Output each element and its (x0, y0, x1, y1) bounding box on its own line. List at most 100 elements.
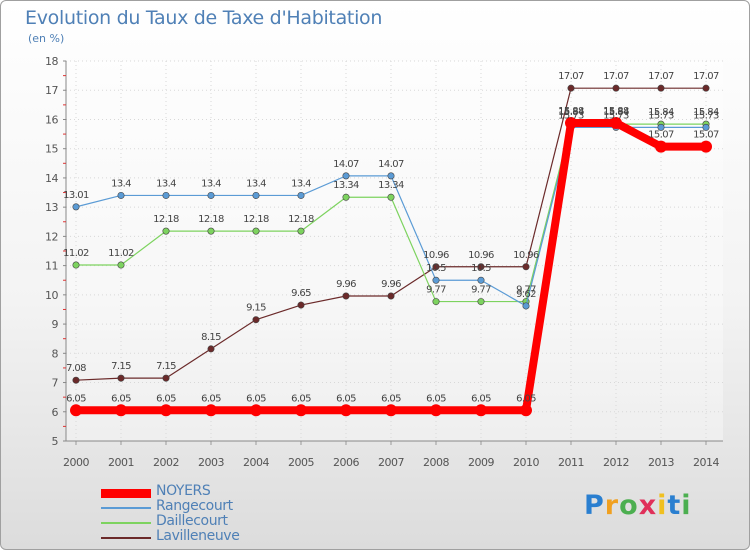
y-tick-label: 16 (45, 113, 58, 126)
data-point-daillecourt (162, 227, 170, 235)
data-point-rangecourt (162, 191, 170, 199)
y-tick-label: 17 (45, 84, 58, 97)
data-label-noyers: 6.05 (66, 393, 86, 404)
data-label-noyers: 6.05 (516, 393, 536, 404)
data-point-lavilleneuve (612, 84, 620, 92)
data-label-lavilleneuve: 10.96 (513, 250, 539, 261)
data-point-lavilleneuve (702, 84, 710, 92)
data-label-daillecourt: 9.77 (426, 285, 446, 296)
data-point-noyers (655, 140, 667, 153)
legend-label: NOYERS (156, 483, 211, 499)
data-label-lavilleneuve: 17.07 (603, 71, 629, 82)
data-label-lavilleneuve: 17.07 (693, 71, 719, 82)
y-tick-label: 9 (52, 318, 59, 331)
data-point-lavilleneuve (117, 374, 125, 382)
data-label-noyers: 6.05 (246, 393, 266, 404)
data-label-noyers: 6.05 (156, 393, 176, 404)
data-label-daillecourt: 15.84 (558, 107, 584, 118)
y-tick-label: 13 (45, 201, 58, 214)
x-tick-label: 2002 (153, 456, 179, 469)
data-label-rangecourt: 14.07 (333, 159, 359, 170)
data-label-rangecourt: 13.4 (291, 178, 311, 189)
data-point-lavilleneuve (387, 292, 395, 300)
x-tick-label: 2013 (648, 456, 674, 469)
data-label-lavilleneuve: 9.15 (246, 303, 266, 314)
data-label-noyers: 6.05 (201, 393, 221, 404)
y-tick-label: 5 (52, 435, 59, 448)
x-tick-label: 2005 (288, 456, 314, 469)
data-point-daillecourt (117, 261, 125, 269)
chart-title: Evolution du Taux de Taxe d'Habitation (25, 7, 383, 29)
data-label-rangecourt: 15.73 (693, 110, 719, 121)
data-label-daillecourt: 12.18 (153, 214, 179, 225)
y-tick-label: 8 (52, 347, 59, 360)
data-label-lavilleneuve: 7.15 (156, 361, 176, 372)
data-point-rangecourt (342, 172, 350, 180)
data-label-rangecourt: 13.4 (201, 178, 221, 189)
y-tick-label: 11 (45, 260, 58, 273)
y-tick-label: 18 (45, 55, 58, 68)
data-point-rangecourt (252, 191, 260, 199)
data-point-noyers (700, 140, 712, 153)
data-point-lavilleneuve (297, 301, 305, 309)
data-label-noyers: 15.88 (603, 106, 629, 117)
data-point-daillecourt (72, 261, 80, 269)
data-label-rangecourt: 15.73 (648, 110, 674, 121)
data-label-noyers: 6.05 (471, 393, 491, 404)
y-tick-label: 14 (45, 172, 58, 185)
data-point-lavilleneuve (657, 84, 665, 92)
data-point-noyers (340, 404, 352, 417)
data-point-noyers (250, 404, 262, 417)
data-label-rangecourt: 13.4 (246, 178, 266, 189)
data-point-daillecourt (387, 193, 395, 201)
data-point-daillecourt (342, 193, 350, 201)
data-point-noyers (385, 404, 397, 417)
data-point-noyers (520, 404, 532, 417)
data-label-noyers: 6.05 (111, 393, 131, 404)
data-point-rangecourt (297, 191, 305, 199)
data-point-rangecourt (522, 302, 530, 310)
data-label-noyers: 6.05 (381, 393, 401, 404)
data-point-noyers (430, 404, 442, 417)
data-point-rangecourt (207, 191, 215, 199)
data-label-noyers: 6.05 (426, 393, 446, 404)
data-point-lavilleneuve (522, 263, 530, 271)
data-label-lavilleneuve: 9.65 (291, 288, 311, 299)
data-point-lavilleneuve (207, 345, 215, 353)
data-point-noyers (115, 404, 127, 417)
data-label-lavilleneuve: 7.08 (66, 363, 86, 374)
data-point-noyers (610, 116, 622, 129)
x-tick-label: 2010 (513, 456, 539, 469)
data-label-rangecourt: 10.5 (426, 263, 446, 274)
data-point-noyers (475, 404, 487, 417)
data-label-daillecourt: 15.84 (648, 107, 674, 118)
data-label-rangecourt: 15.73 (558, 110, 584, 121)
data-point-daillecourt (252, 227, 260, 235)
data-label-lavilleneuve: 10.96 (423, 250, 449, 261)
data-label-rangecourt: 15.73 (603, 110, 629, 121)
x-tick-label: 2003 (198, 456, 224, 469)
legend-label: Rangecourt (156, 498, 233, 514)
data-label-rangecourt: 9.62 (516, 289, 536, 300)
y-tick-label: 15 (45, 143, 58, 156)
data-point-daillecourt (207, 227, 215, 235)
data-label-daillecourt: 12.18 (198, 214, 224, 225)
data-label-daillecourt: 11.02 (63, 248, 89, 259)
data-point-daillecourt (432, 298, 440, 306)
data-point-rangecourt (657, 123, 665, 131)
x-tick-label: 2000 (63, 456, 89, 469)
x-tick-label: 2006 (333, 456, 359, 469)
y-tick-label: 7 (52, 377, 59, 390)
data-point-rangecourt (72, 203, 80, 211)
legend-swatch (101, 488, 151, 498)
data-label-lavilleneuve: 9.96 (336, 279, 356, 290)
data-point-lavilleneuve (477, 263, 485, 271)
data-point-lavilleneuve (252, 316, 260, 324)
data-point-lavilleneuve (162, 374, 170, 382)
data-label-noyers: 6.05 (336, 393, 356, 404)
data-label-lavilleneuve: 7.15 (111, 361, 131, 372)
data-label-noyers: 15.07 (693, 130, 719, 141)
data-point-lavilleneuve (72, 376, 80, 384)
data-label-rangecourt: 13.01 (63, 190, 89, 201)
